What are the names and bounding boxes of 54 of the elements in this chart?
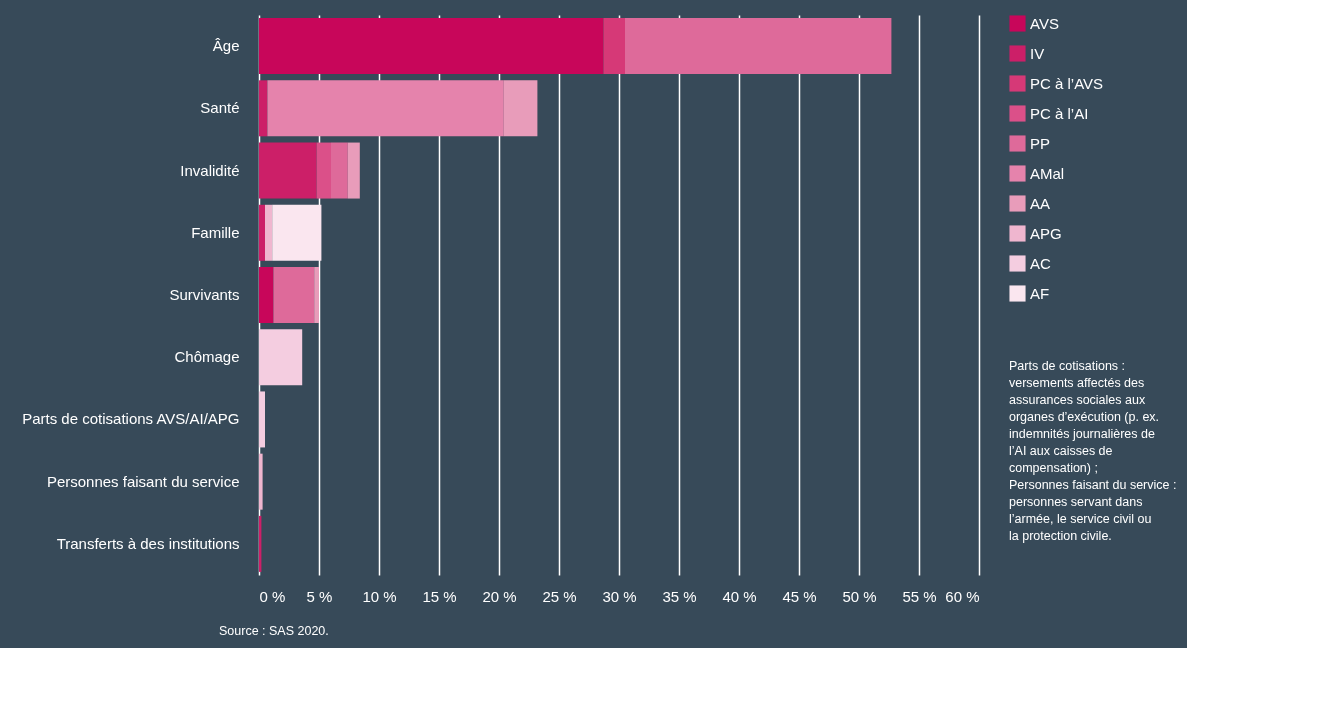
bar — [316, 142, 331, 199]
y-tick-label: Personnes faisant du service — [46, 472, 240, 490]
y-tick-label: Transferts à des institutions — [56, 534, 240, 552]
y-tick-label: Âge — [212, 37, 240, 55]
y-tick-label: Invalidité — [180, 161, 240, 179]
legend-label: AC — [1030, 254, 1051, 272]
x-tick-label: 10 % — [362, 587, 397, 605]
bar — [265, 204, 273, 261]
x-tick-label: 40 % — [722, 587, 757, 605]
legend-label: AF — [1030, 284, 1050, 302]
y-tick-label: Survivants — [169, 286, 240, 303]
bar — [347, 142, 360, 199]
bar — [272, 204, 322, 261]
bar — [259, 142, 317, 199]
bar — [259, 267, 274, 323]
bar — [314, 267, 319, 323]
bar — [259, 80, 268, 137]
x-tick-label: 15 % — [422, 587, 457, 605]
bar — [603, 18, 625, 75]
bar — [259, 204, 265, 261]
bar — [625, 18, 892, 75]
y-tick-label: Santé — [200, 99, 240, 117]
y-tick-label: Famille — [191, 223, 240, 241]
x-tick-label: 30 % — [602, 587, 637, 605]
legend-label: PC à l’AI — [1030, 104, 1089, 122]
bar — [259, 391, 265, 448]
legend-label: AA — [1030, 194, 1051, 212]
legend-label: AVS — [1030, 14, 1059, 32]
legend-label: PP — [1030, 134, 1051, 152]
x-tick-label: 55 % — [902, 587, 937, 605]
bar — [273, 267, 315, 323]
x-tick-label: 25 % — [542, 587, 577, 605]
x-tick-label: 0 % — [259, 587, 286, 605]
bar — [331, 142, 348, 199]
legend-label: APG — [1030, 224, 1062, 242]
x-tick-label: 35 % — [662, 587, 697, 605]
text: Personnes faisant du service : personnes servant dans l’armée, le service civil ou la protection civile. — [1009, 478, 1177, 543]
x-tick-label: 5 % — [306, 587, 333, 605]
x-tick-label: 50 % — [842, 587, 877, 605]
y-tick-label: Chômage — [174, 348, 240, 366]
x-tick-label: 45 % — [782, 587, 817, 605]
legend-label: IV — [1030, 44, 1045, 62]
x-tick-label: 20 % — [482, 587, 517, 605]
text: Parts de cotisations : versements affectés des assurances sociales aux organes d’exécution (p. ex. indemnités journalières de l’AI aux caisses de compensation) ; — [1009, 359, 1160, 475]
x-tick-label: 60 % — [945, 587, 980, 605]
source-note: Source : SAS 2020. — [219, 624, 329, 638]
bar — [259, 453, 263, 510]
bar — [267, 80, 504, 137]
legend-label: PC à l’AVS — [1030, 74, 1104, 92]
legend-label: AMal — [1030, 164, 1065, 182]
bar — [259, 18, 604, 75]
y-tick-label: Parts de cotisations AVS/AI/APG — [22, 410, 240, 428]
bar — [259, 329, 303, 386]
bar — [503, 80, 538, 137]
